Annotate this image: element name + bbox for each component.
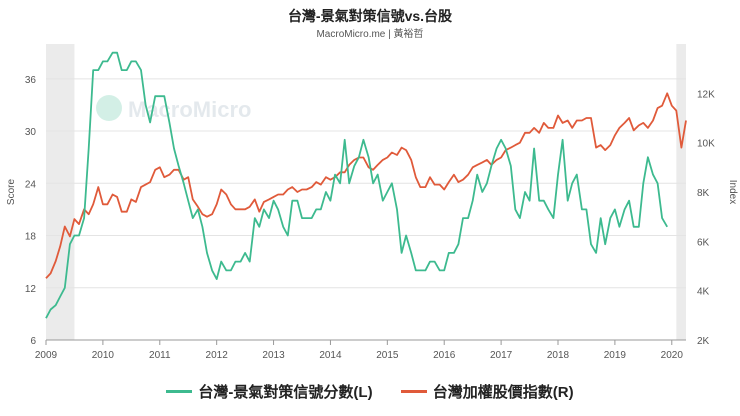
x-tick-label: 2011 — [149, 350, 171, 361]
x-tick-label: 2018 — [547, 350, 570, 361]
x-tick-label: 2013 — [262, 350, 285, 361]
legend-item-score[interactable]: 台灣-景氣對策信號分數(L) — [166, 381, 373, 402]
x-tick-label: 2014 — [319, 350, 342, 361]
left-tick-label: 12 — [25, 284, 37, 295]
legend: 台灣-景氣對策信號分數(L) 台灣加權股價指數(R) — [0, 380, 740, 402]
right-tick-label: 12K — [697, 89, 715, 100]
left-tick-label: 18 — [25, 232, 37, 243]
x-tick-label: 2017 — [490, 350, 513, 361]
x-tick-label: 2016 — [433, 350, 456, 361]
series-signal-score — [45, 51, 668, 319]
axes: 6 12 18 24 30 36 2K 4K 6K 8K 10K 12K 2009 2010 2011 201… — [6, 75, 738, 361]
left-tick-label: 24 — [25, 179, 37, 190]
watermark: MacroMicro — [96, 95, 251, 122]
chart-subtitle: MacroMicro.me | 黃裕哲 — [316, 29, 424, 40]
x-tick-label: 2010 — [92, 350, 115, 361]
right-tick-label: 6K — [697, 237, 710, 248]
series-taiex — [45, 92, 687, 279]
right-tick-label: 10K — [697, 139, 715, 150]
left-axis-title: Score — [6, 179, 17, 206]
right-axis-title: Index — [727, 180, 738, 204]
series-line-index — [45, 92, 687, 279]
shaded-range — [46, 44, 75, 340]
legend-label-index: 台灣加權股價指數(R) — [432, 384, 574, 401]
shaded-regions — [46, 44, 686, 340]
x-tick-label: 2019 — [604, 350, 627, 361]
shaded-range — [676, 44, 686, 340]
x-tick-label: 2012 — [206, 350, 229, 361]
right-tick-label: 8K — [697, 188, 710, 199]
right-tick-label: 2K — [697, 336, 710, 347]
series-line-score — [45, 51, 668, 319]
x-tick-label: 2015 — [376, 350, 399, 361]
watermark-logo-icon — [96, 95, 122, 121]
right-tick-label: 4K — [697, 287, 710, 298]
legend-swatch-index — [400, 390, 427, 393]
x-tick-label: 2009 — [35, 350, 58, 361]
left-tick-label: 30 — [25, 127, 37, 138]
x-tick-label: 2020 — [661, 350, 684, 361]
legend-item-index[interactable]: 台灣加權股價指數(R) — [400, 381, 574, 402]
left-tick-label: 6 — [30, 336, 36, 347]
chart-title: 台灣-景氣對策信號vs.台股 — [287, 8, 453, 24]
legend-label-score: 台灣-景氣對策信號分數(L) — [198, 384, 373, 401]
legend-swatch-score — [166, 390, 193, 393]
left-tick-label: 36 — [25, 75, 37, 86]
